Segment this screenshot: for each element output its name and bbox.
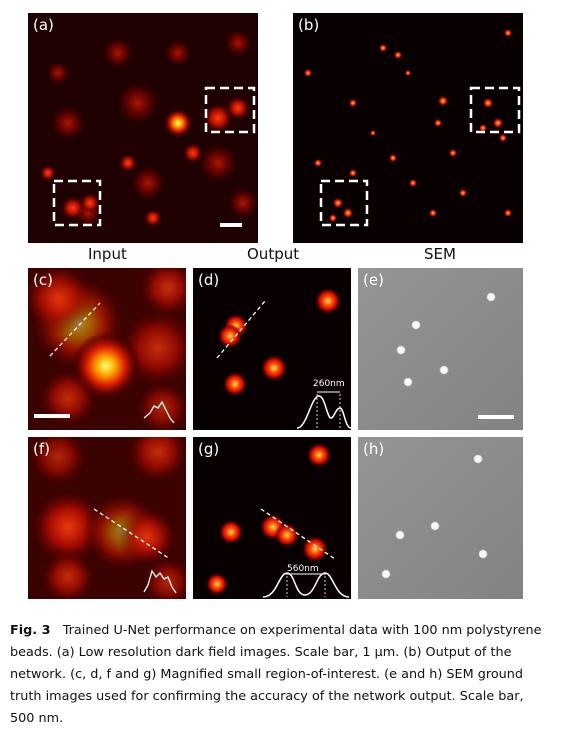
measurement-label: 260nm (313, 379, 345, 389)
panel-a-input-image: (a) (28, 13, 258, 243)
panel-label: (h) (363, 440, 385, 458)
panel-f-input-zoom: (f) (28, 437, 186, 599)
panel-d-output-zoom: 260nm (d) (193, 268, 351, 430)
panel-label: (c) (33, 271, 53, 289)
panel-b-output-image: (b) (293, 13, 523, 243)
panel-label: (e) (363, 271, 384, 289)
row-label-sem: SEM (424, 245, 456, 263)
panel-label: (g) (198, 440, 220, 458)
panel-label: (f) (33, 440, 50, 458)
figure-label: Fig. 3 (10, 623, 51, 638)
panel-label: (d) (198, 271, 220, 289)
row-label-input: Input (88, 245, 127, 263)
panel-h-sem-image: (h) (358, 437, 523, 599)
panel-c-input-zoom: (c) (28, 268, 186, 430)
panel-label: (a) (33, 16, 54, 34)
panel-e-sem-image: (e) (358, 268, 523, 430)
panel-g-output-zoom: 560nm (g) (193, 437, 351, 599)
measurement-label: 560nm (287, 564, 319, 574)
figure-caption: Fig. 3 Trained U-Net performance on expe… (10, 620, 550, 730)
row-label-output: Output (247, 245, 300, 263)
caption-text: Trained U-Net performance on experimenta… (10, 623, 542, 726)
panel-label: (b) (298, 16, 320, 34)
